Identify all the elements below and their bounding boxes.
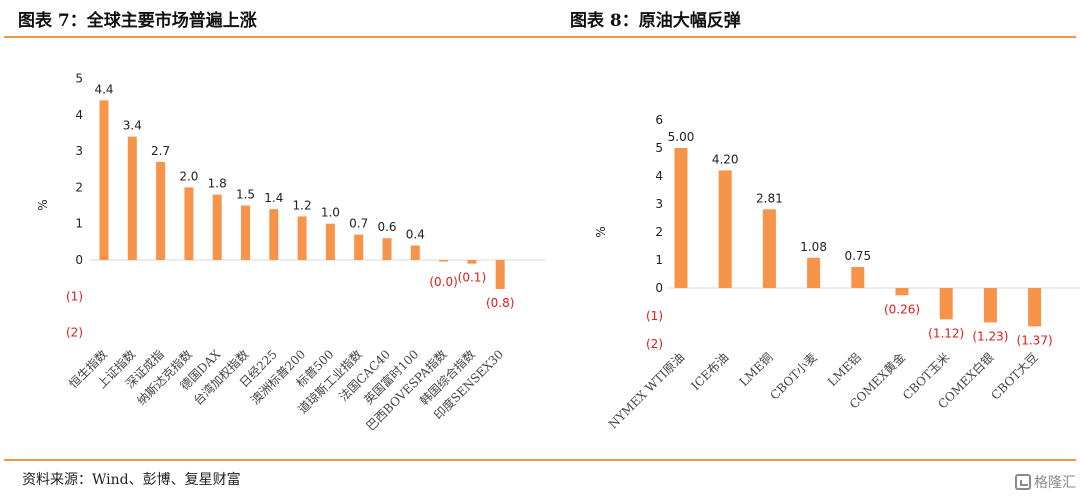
header-divider [4, 36, 1076, 38]
data-label: 2.0 [179, 169, 198, 183]
category-label: ICE布油 [688, 350, 731, 393]
bar [212, 194, 222, 260]
data-label: 0.75 [844, 249, 871, 263]
y-tick-label: 0 [75, 253, 83, 267]
data-label: (0.1) [458, 271, 486, 285]
category-label: NYMEX WTI原油 [606, 350, 687, 431]
data-label: 1.08 [800, 240, 827, 254]
bar [1028, 288, 1042, 327]
data-label: 3.4 [123, 119, 142, 133]
left-figure-title: 图表 7：全球主要市场普遍上涨 [18, 11, 257, 31]
bar [297, 216, 307, 260]
bar [382, 238, 392, 260]
bar [325, 223, 335, 260]
y-tick-label: 6 [655, 113, 663, 127]
bar [851, 267, 865, 288]
data-label: (1.23) [972, 329, 1008, 343]
data-label: 1.4 [264, 191, 283, 205]
bar [762, 209, 776, 288]
data-label: (1.12) [928, 326, 964, 340]
bar [354, 234, 364, 260]
data-label: 1.8 [208, 177, 227, 191]
global-markets-bar-chart: 543210(1)(2)%4.4恒生指数3.4上证指数2.7深证成指2.0纳斯达… [36, 72, 545, 433]
data-label: (1.37) [1017, 333, 1053, 347]
data-label: (0.8) [486, 296, 514, 310]
data-label: 1.5 [236, 188, 255, 202]
y-tick-label: 2 [75, 180, 83, 194]
bar [983, 288, 997, 323]
watermark-logo-icon [1015, 474, 1031, 490]
bar [439, 260, 449, 262]
y-tick-label: (1) [646, 309, 663, 323]
y-tick-label: 1 [75, 217, 83, 231]
right-figure-title: 图表 8：原油大幅反弹 [570, 11, 741, 31]
bar [410, 245, 420, 260]
bar [807, 257, 821, 288]
bar [718, 170, 732, 288]
source-note: 资料来源：Wind、彭博、复星财富 [22, 472, 241, 488]
y-tick-label: 4 [75, 108, 83, 122]
bar [467, 260, 477, 264]
data-label: 0.4 [406, 227, 425, 241]
bar [99, 100, 109, 260]
data-label: 5.00 [668, 130, 695, 144]
y-tick-label: 3 [655, 197, 663, 211]
data-label: 2.81 [756, 191, 783, 205]
category-label: CBOT大豆 [988, 350, 1040, 402]
bar [674, 148, 688, 288]
category-label: LME铜 [736, 350, 776, 390]
category-label: CBOT小麦 [767, 350, 819, 402]
y-tick-label: 4 [655, 169, 663, 183]
footer-divider [4, 459, 1076, 461]
data-label: 4.20 [712, 152, 739, 166]
y-tick-label: (1) [66, 289, 83, 303]
y-tick-label: 3 [75, 144, 83, 158]
category-label: LME铝 [824, 350, 864, 390]
watermark-text: 格隆汇 [1034, 475, 1076, 491]
bar [184, 187, 194, 260]
data-label: 0.6 [377, 220, 396, 234]
y-tick-label: 0 [655, 281, 663, 295]
y-tick-label: 5 [75, 72, 83, 86]
bar [895, 288, 909, 296]
y-tick-label: (2) [66, 326, 83, 340]
data-label: 4.4 [94, 82, 113, 96]
watermark: 格隆汇 [1015, 472, 1076, 492]
bar [241, 205, 250, 260]
y-tick-label: 5 [655, 141, 663, 155]
y-axis-title: % [36, 199, 50, 210]
data-label: (0.0) [429, 275, 457, 289]
data-label: (0.26) [884, 302, 920, 316]
data-label: 0.7 [349, 217, 368, 231]
y-tick-label: (2) [646, 337, 663, 351]
y-tick-label: 1 [655, 253, 663, 267]
commodities-bar-chart: 6 5 4 3 2 1 0 (1) (2)% 5.00 NYMEX WTI原油 4.20 ICE布油 2.… [594, 113, 1080, 431]
bar [156, 161, 166, 260]
y-tick-label: 2 [655, 225, 663, 239]
bar [939, 288, 953, 320]
y-axis-title: % [594, 226, 608, 237]
data-label: 1.0 [321, 206, 340, 220]
data-label: 1.2 [293, 198, 312, 212]
data-label: 2.7 [151, 144, 170, 158]
bar [127, 136, 137, 260]
bar [495, 260, 505, 290]
bar [269, 209, 279, 260]
